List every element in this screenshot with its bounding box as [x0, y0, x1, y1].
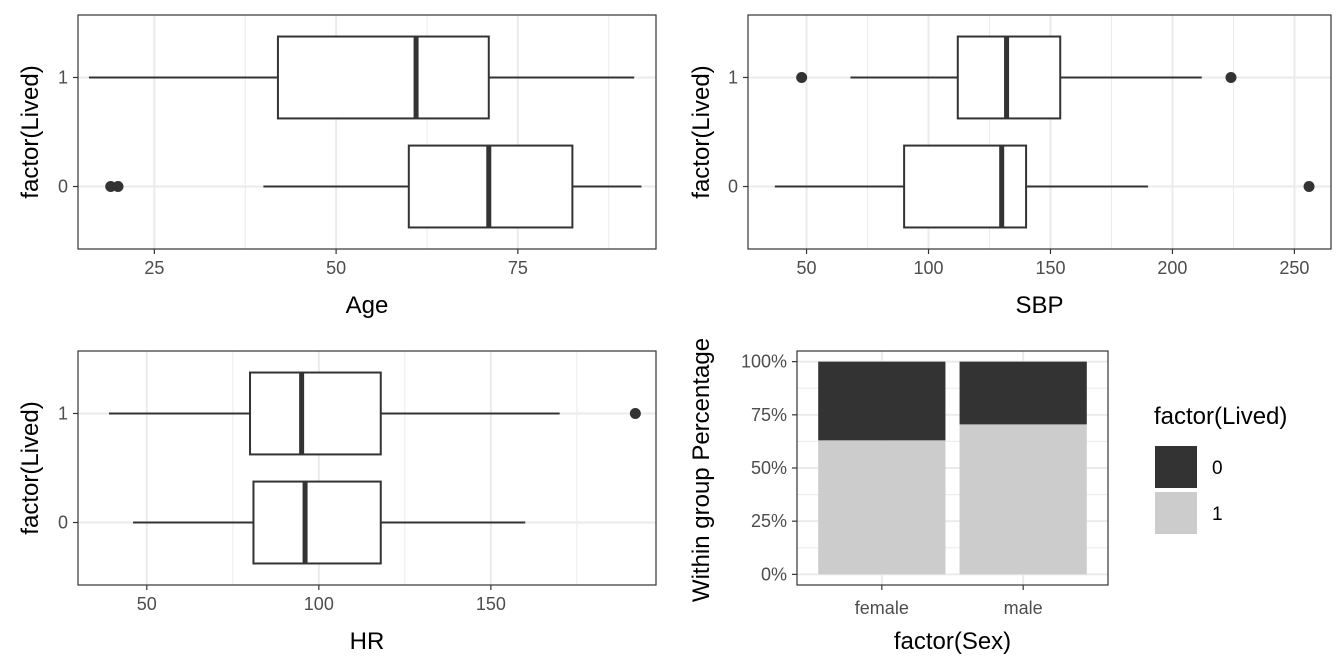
outlier-point [1303, 181, 1315, 193]
x-tick-label: 50 [797, 258, 817, 278]
x-axis-title: factor(Sex) [894, 628, 1011, 655]
x-tick-label: 75 [508, 258, 528, 278]
legend: factor(Lived) 0 1 [1154, 403, 1287, 534]
age-boxplot-panel: 0 1 25 50 75 Age factor(Lived) [17, 14, 657, 319]
y-tick-label: 25% [751, 511, 787, 531]
y-tick-label: 0 [728, 177, 738, 197]
outlier-point [112, 181, 124, 193]
x-tick-label: 50 [137, 594, 157, 614]
x-tick-label: 150 [476, 594, 506, 614]
panel-border [77, 350, 657, 586]
y-tick-label: 0% [761, 564, 787, 584]
outlier-point [796, 71, 808, 83]
bar-male-lived-0 [959, 361, 1087, 425]
y-tick-label: 1 [58, 403, 68, 423]
box-group-1 [276, 35, 490, 120]
x-axis-title: Age [346, 292, 389, 319]
y-tick-label: 0 [58, 513, 68, 533]
x-tick-label: 100 [913, 258, 943, 278]
legend-swatch-1 [1155, 492, 1197, 534]
y-axis-title: factor(Lived) [17, 65, 44, 198]
y-axis-title: factor(Lived) [688, 65, 715, 198]
panel-border [77, 14, 657, 250]
y-tick-label: 0 [58, 177, 68, 197]
x-tick-label: male [1004, 598, 1043, 618]
y-tick-label: 1 [58, 67, 68, 87]
x-axis-title: HR [350, 628, 385, 655]
box-group-1 [249, 371, 382, 456]
x-tick-label: 150 [1035, 258, 1065, 278]
legend-title: factor(Lived) [1154, 403, 1287, 430]
y-axis-title: Within group Percentage [688, 338, 715, 602]
sex-stacked-bar-panel: 0% 25% 50% 75% 100% female male factor(Sex) With… [688, 338, 1109, 655]
x-tick-label: female [855, 598, 909, 618]
box-group-0 [252, 480, 382, 565]
x-axis-title: SBP [1015, 292, 1063, 319]
legend-swatch-0 [1155, 446, 1197, 488]
panel-border [747, 14, 1332, 250]
box-group-0 [903, 144, 1028, 229]
x-tick-label: 100 [304, 594, 334, 614]
legend-label-0: 0 [1212, 458, 1223, 479]
y-tick-label: 50% [751, 458, 787, 478]
y-tick-label: 1 [728, 67, 738, 87]
bar-male-lived-1 [959, 424, 1087, 575]
x-tick-label: 250 [1279, 258, 1309, 278]
legend-label-1: 1 [1212, 504, 1223, 525]
y-tick-label: 75% [751, 405, 787, 425]
x-tick-label: 25 [144, 258, 164, 278]
y-tick-label: 100% [741, 352, 787, 372]
bar-female-lived-1 [818, 440, 946, 575]
outlier-point [1225, 71, 1237, 83]
y-axis-title: factor(Lived) [17, 401, 44, 534]
x-tick-label: 50 [326, 258, 346, 278]
x-tick-label: 200 [1157, 258, 1187, 278]
bar-female-lived-0 [818, 361, 946, 441]
outlier-point [629, 407, 641, 419]
